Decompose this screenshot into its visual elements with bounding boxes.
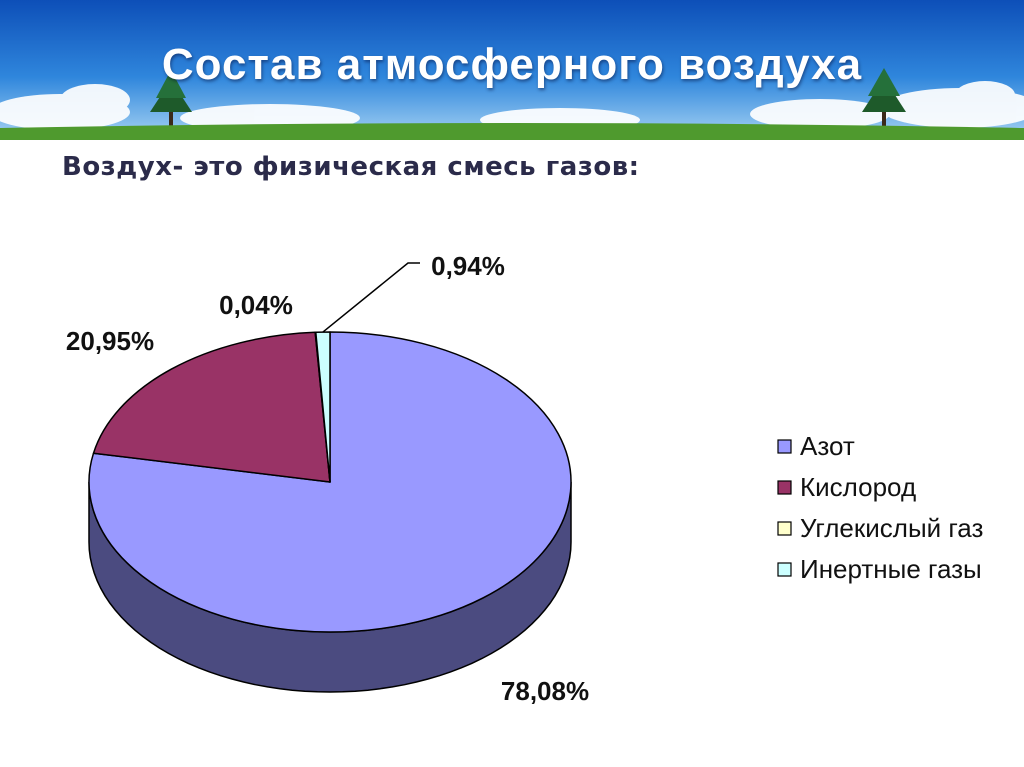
pie-slice-1 — [92, 331, 331, 483]
legend-label-0: Азот — [800, 431, 855, 461]
tree-right-icon — [862, 68, 906, 128]
data-label-1: 20,95% — [66, 326, 154, 356]
leader-line-inert — [322, 262, 420, 333]
slide-subtitle: Воздух- это физическая смесь газов: — [62, 152, 640, 182]
data-label-3: 0,94% — [431, 251, 505, 281]
legend-label-2: Углекислый газ — [800, 513, 983, 543]
legend-label-3: Инертные газы — [800, 554, 982, 584]
legend-swatch-3 — [777, 562, 792, 577]
data-label-0: 78,08% — [501, 676, 589, 706]
tree-left-icon — [150, 70, 192, 128]
slide-title: Состав атмосферного воздуха — [161, 40, 863, 89]
title-banner — [0, 0, 1024, 140]
legend-swatch-2 — [777, 521, 792, 536]
banner-clouds — [0, 81, 1024, 132]
legend-swatch-0 — [777, 439, 792, 454]
banner-grass — [0, 123, 1024, 140]
legend-swatch-1 — [777, 480, 792, 495]
legend-label-1: Кислород — [800, 472, 916, 502]
data-label-2: 0,04% — [219, 290, 293, 320]
